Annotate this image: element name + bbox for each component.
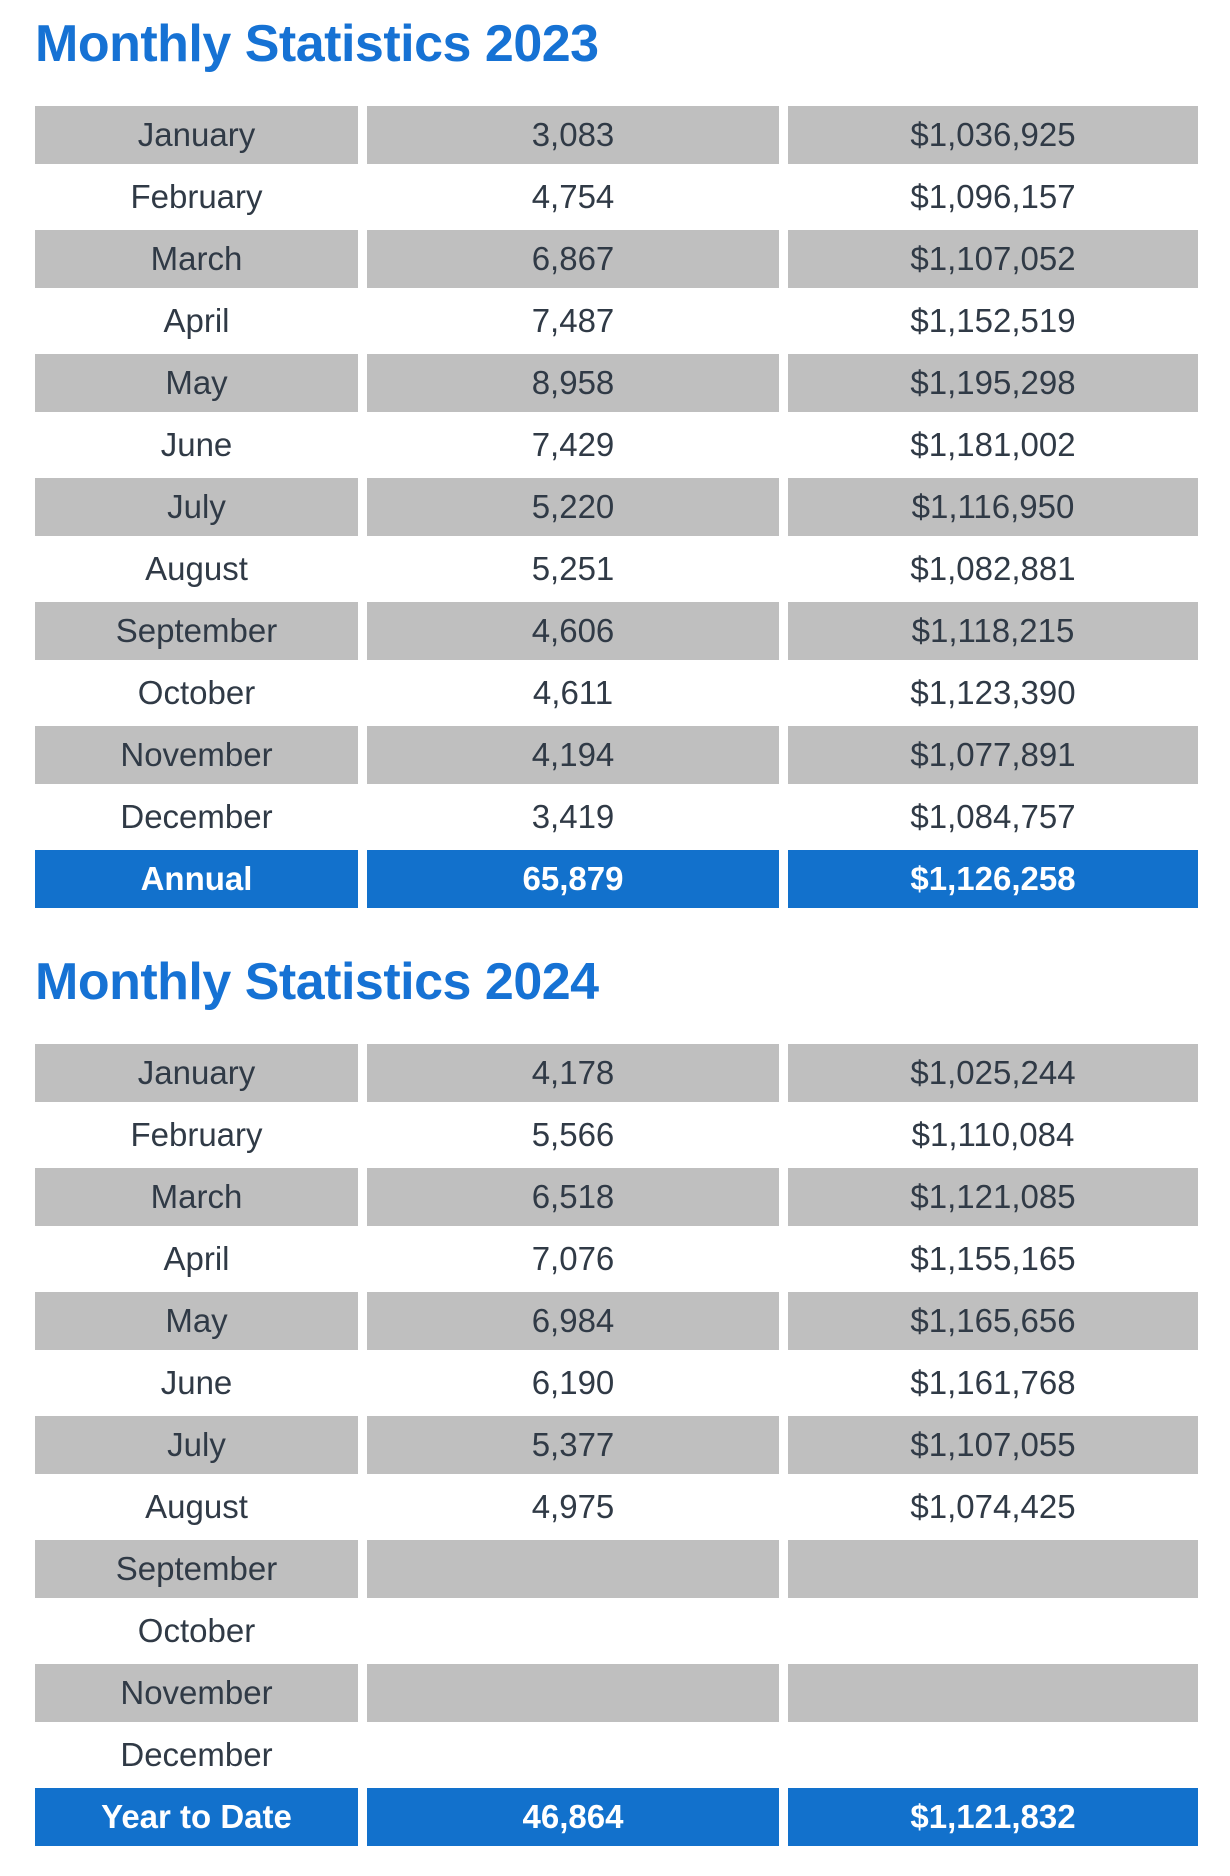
month-cell: February — [35, 168, 358, 227]
stats-section-2024: Monthly Statistics 2024 January 4,178 $1,0… — [35, 953, 1198, 1847]
count-cell — [367, 1540, 779, 1599]
section-title-2024: Monthly Statistics 2024 — [35, 953, 599, 1012]
stats-table-2024: January 4,178 $1,025,244 February 5,566 $1,11… — [35, 1044, 1198, 1847]
amount-cell: $1,123,390 — [788, 664, 1198, 723]
section-title-2023: Monthly Statistics 2023 — [35, 15, 599, 73]
amount-cell: $1,107,055 — [788, 1416, 1198, 1475]
month-cell: July — [35, 478, 358, 537]
amount-cell: $1,116,950 — [788, 478, 1198, 537]
stats-section-2023: Monthly Statistics 2023 January 3,083 $1,0… — [35, 15, 1198, 909]
count-cell: 3,083 — [367, 106, 779, 165]
amount-cell: $1,107,052 — [788, 230, 1198, 289]
month-cell: March — [35, 1168, 358, 1227]
amount-cell: $1,118,215 — [788, 602, 1198, 661]
month-cell: August — [35, 1478, 358, 1537]
month-cell: November — [35, 726, 358, 785]
month-cell: March — [35, 230, 358, 289]
amount-cell: $1,036,925 — [788, 106, 1198, 165]
summary-count-cell: 65,879 — [367, 850, 779, 909]
amount-cell: $1,082,881 — [788, 540, 1198, 599]
count-cell: 4,975 — [367, 1478, 779, 1537]
month-cell: April — [35, 292, 358, 351]
month-cell: October — [35, 1602, 358, 1661]
count-cell: 4,194 — [367, 726, 779, 785]
count-cell: 5,377 — [367, 1416, 779, 1475]
amount-cell — [788, 1540, 1198, 1599]
amount-cell: $1,074,425 — [788, 1478, 1198, 1537]
amount-cell: $1,181,002 — [788, 416, 1198, 475]
count-cell: 5,566 — [367, 1106, 779, 1165]
summary-month-cell: Year to Date — [35, 1788, 358, 1847]
count-cell — [367, 1602, 779, 1661]
month-cell: November — [35, 1664, 358, 1723]
count-cell: 8,958 — [367, 354, 779, 413]
count-cell: 5,251 — [367, 540, 779, 599]
count-cell: 6,518 — [367, 1168, 779, 1227]
amount-cell: $1,025,244 — [788, 1044, 1198, 1103]
amount-cell — [788, 1602, 1198, 1661]
month-cell: April — [35, 1230, 358, 1289]
count-cell: 4,178 — [367, 1044, 779, 1103]
amount-cell: $1,155,165 — [788, 1230, 1198, 1289]
month-cell: June — [35, 1354, 358, 1413]
amount-cell: $1,110,084 — [788, 1106, 1198, 1165]
month-cell: July — [35, 1416, 358, 1475]
month-cell: December — [35, 788, 358, 847]
count-cell: 4,754 — [367, 168, 779, 227]
count-cell: 7,429 — [367, 416, 779, 475]
amount-cell: $1,161,768 — [788, 1354, 1198, 1413]
summary-count-cell: 46,864 — [367, 1788, 779, 1847]
amount-cell: $1,152,519 — [788, 292, 1198, 351]
count-cell: 4,611 — [367, 664, 779, 723]
summary-amount-cell: $1,126,258 — [788, 850, 1198, 909]
count-cell — [367, 1664, 779, 1723]
amount-cell: $1,084,757 — [788, 788, 1198, 847]
count-cell: 7,487 — [367, 292, 779, 351]
count-cell — [367, 1726, 779, 1785]
month-cell: January — [35, 1044, 358, 1103]
month-cell: September — [35, 1540, 358, 1599]
count-cell: 3,419 — [367, 788, 779, 847]
month-cell: May — [35, 1292, 358, 1351]
summary-amount-cell: $1,121,832 — [788, 1788, 1198, 1847]
month-cell: May — [35, 354, 358, 413]
count-cell: 6,867 — [367, 230, 779, 289]
count-cell: 6,190 — [367, 1354, 779, 1413]
month-cell: August — [35, 540, 358, 599]
count-cell: 7,076 — [367, 1230, 779, 1289]
amount-cell: $1,195,298 — [788, 354, 1198, 413]
amount-cell: $1,077,891 — [788, 726, 1198, 785]
count-cell: 4,606 — [367, 602, 779, 661]
month-cell: September — [35, 602, 358, 661]
month-cell: October — [35, 664, 358, 723]
month-cell: June — [35, 416, 358, 475]
month-cell: February — [35, 1106, 358, 1165]
count-cell: 5,220 — [367, 478, 779, 537]
amount-cell: $1,121,085 — [788, 1168, 1198, 1227]
count-cell: 6,984 — [367, 1292, 779, 1351]
amount-cell — [788, 1726, 1198, 1785]
amount-cell: $1,165,656 — [788, 1292, 1198, 1351]
summary-month-cell: Annual — [35, 850, 358, 909]
amount-cell — [788, 1664, 1198, 1723]
amount-cell: $1,096,157 — [788, 168, 1198, 227]
month-cell: December — [35, 1726, 358, 1785]
month-cell: January — [35, 106, 358, 165]
stats-table-2023: January 3,083 $1,036,925 February 4,754 $1,09… — [35, 106, 1198, 909]
